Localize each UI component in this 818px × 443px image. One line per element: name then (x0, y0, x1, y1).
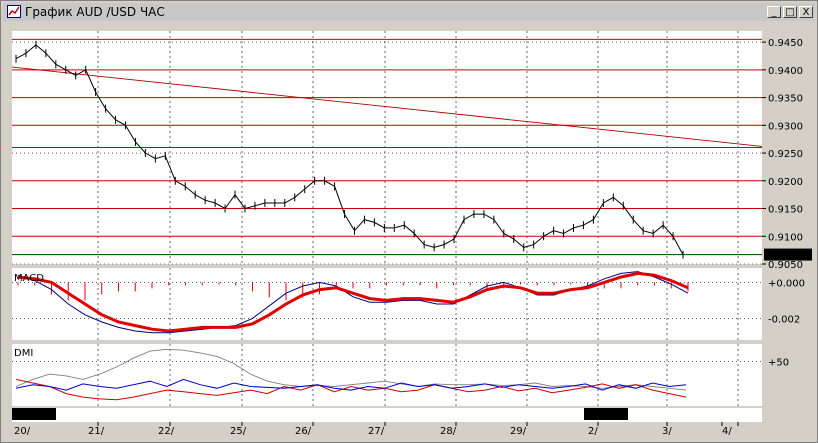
time-axis-label: 29/ (510, 426, 527, 437)
dmi-series (15, 348, 687, 401)
macd-panel[interactable] (12, 268, 762, 340)
time-axis-label: 4/ (722, 426, 732, 437)
axis-labels: 0.9450 0.9400 0.9350 0.9300 0.9250 0.9200 0.91… (12, 38, 812, 437)
maximize-button[interactable]: □ (783, 6, 797, 18)
chart-window-icon (7, 5, 21, 18)
price-line (15, 44, 684, 255)
dmi-plus-line (15, 378, 687, 391)
price-tick-label: 0.9100 (768, 232, 803, 243)
price-tick-label: 0.9300 (768, 121, 803, 132)
time-axis-label: 26/ (295, 426, 312, 437)
time-axis-label: 27/ (368, 426, 385, 437)
minimize-button[interactable]: _ (767, 6, 781, 18)
macd-panel-label: MACD (14, 273, 44, 284)
year-badge (12, 408, 56, 420)
year-badge-label: 2013 (593, 410, 618, 421)
price-tick-label: 0.9400 (768, 66, 803, 77)
price-tick-label: 0.9200 (768, 177, 803, 188)
title-bar[interactable]: График AUD /USD ЧАС _ □ X (3, 3, 815, 21)
price-tick-label: 0.9350 (768, 94, 803, 105)
price-tick-label: 0.9150 (768, 205, 803, 216)
price-tick-label: 0.9050 (768, 260, 803, 271)
current-price-badge (764, 248, 812, 261)
dmi-tick-label: +50 (768, 358, 789, 369)
macd-line (17, 271, 689, 334)
time-axis-strip (12, 408, 762, 422)
year-badge-label: 2013 (21, 410, 46, 421)
time-axis-label: 22/ (158, 426, 175, 437)
dmi-minus-line (15, 378, 687, 401)
time-axis-label: 28/ (440, 426, 457, 437)
horizontal-levels (11, 38, 763, 256)
macd-series (17, 271, 689, 334)
grid-lines (12, 31, 762, 406)
window-title: График AUD /USD ЧАС (25, 5, 165, 19)
price-series (15, 40, 684, 259)
time-axis-label: 3/ (662, 426, 672, 437)
time-axis-label: 20/ (14, 426, 31, 437)
trend-line (11, 66, 763, 147)
time-axis-label: 21/ (88, 426, 105, 437)
dmi-panel-label: DMI (14, 348, 33, 359)
close-button[interactable]: X (799, 6, 813, 18)
time-axis-label: 25/ (230, 426, 247, 437)
macd-tick-label: -0.002 (768, 314, 800, 325)
price-tick-label: 0.9250 (768, 149, 803, 160)
dmi-panel[interactable] (12, 344, 762, 406)
macd-signal-line (17, 271, 689, 333)
year-badge (584, 408, 628, 420)
price-tick-label: 0.9450 (768, 38, 803, 49)
time-axis-label: 2/ (588, 426, 598, 437)
current-price-label: 0.9067 (768, 251, 803, 262)
macd-tick-label: +0.000 (768, 278, 805, 289)
